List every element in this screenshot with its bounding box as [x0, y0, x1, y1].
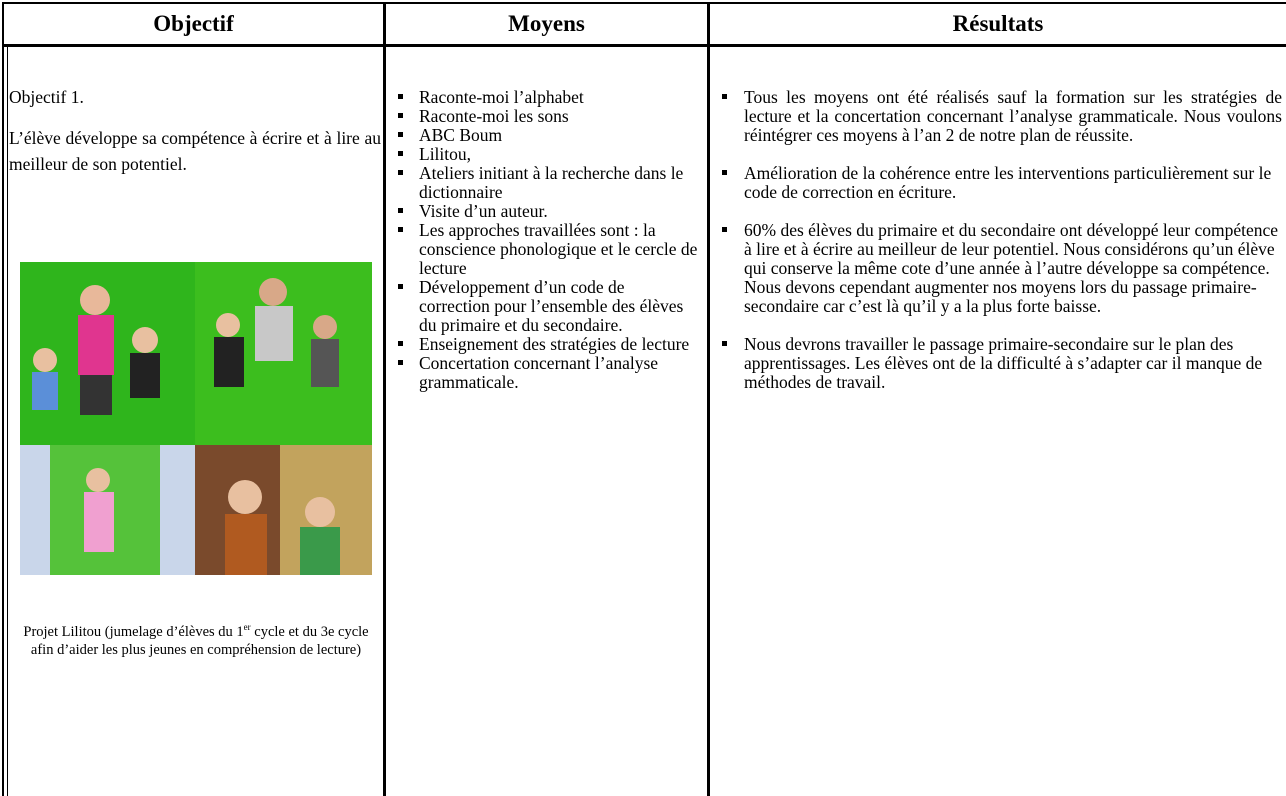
- border: [7, 44, 8, 796]
- moyens-cell: Raconte-moi l’alphabet Raconte-moi les so…: [387, 88, 699, 392]
- caption-text: cycle et du 3e cycle afin d’aider les pl…: [30, 623, 369, 658]
- column-header: Objectif: [153, 11, 234, 36]
- resultat-item: Amélioration de la cohérence entre les i…: [711, 164, 1282, 202]
- border: [2, 2, 1286, 4]
- objectif-text: L’élève développe sa compétence à écrire…: [9, 128, 381, 174]
- moyen-item: Concertation concernant l’analyse gramma…: [387, 354, 699, 392]
- photo-caption: Projet Lilitou (jumelage d’élèves du 1er…: [18, 618, 374, 659]
- border: [2, 44, 1286, 47]
- resultat-item: Nous devrons travailler le passage prima…: [711, 335, 1282, 392]
- border: [2, 2, 4, 796]
- border: [383, 2, 386, 796]
- resultats-list: Tous les moyens ont été réalisés sauf la…: [711, 88, 1282, 392]
- objectif-cell: Objectif 1. L’élève développe sa compéte…: [9, 88, 381, 177]
- moyen-item: Ateliers initiant à la recherche dans le…: [387, 164, 699, 202]
- moyen-item: Visite d’un auteur.: [387, 202, 699, 221]
- border: [707, 2, 710, 796]
- moyen-item: Enseignement des stratégies de lecture: [387, 335, 699, 354]
- resultats-cell: Tous les moyens ont été réalisés sauf la…: [711, 88, 1282, 411]
- caption-text: Projet Lilitou (jumelage d’élèves du 1: [23, 623, 244, 640]
- moyen-item: Raconte-moi l’alphabet: [387, 88, 699, 107]
- caption-sup: er: [243, 622, 251, 632]
- moyen-item: Les approches travaillées sont : la cons…: [387, 221, 699, 278]
- moyen-item: Raconte-moi les sons: [387, 107, 699, 126]
- resultat-item: Tous les moyens ont été réalisés sauf la…: [711, 88, 1282, 145]
- resultat-item: 60% des élèves du primaire et du seconda…: [711, 221, 1282, 316]
- moyens-list: Raconte-moi l’alphabet Raconte-moi les so…: [387, 88, 699, 392]
- column-header: Résultats: [952, 11, 1044, 36]
- moyen-item: Développement d’un code de correction po…: [387, 278, 699, 335]
- column-header: Moyens: [508, 11, 585, 36]
- photo: [20, 262, 372, 575]
- moyen-item: ABC Boum: [387, 126, 699, 145]
- objectif-title: Objectif 1.: [9, 87, 84, 107]
- moyen-item: Lilitou,: [387, 145, 699, 164]
